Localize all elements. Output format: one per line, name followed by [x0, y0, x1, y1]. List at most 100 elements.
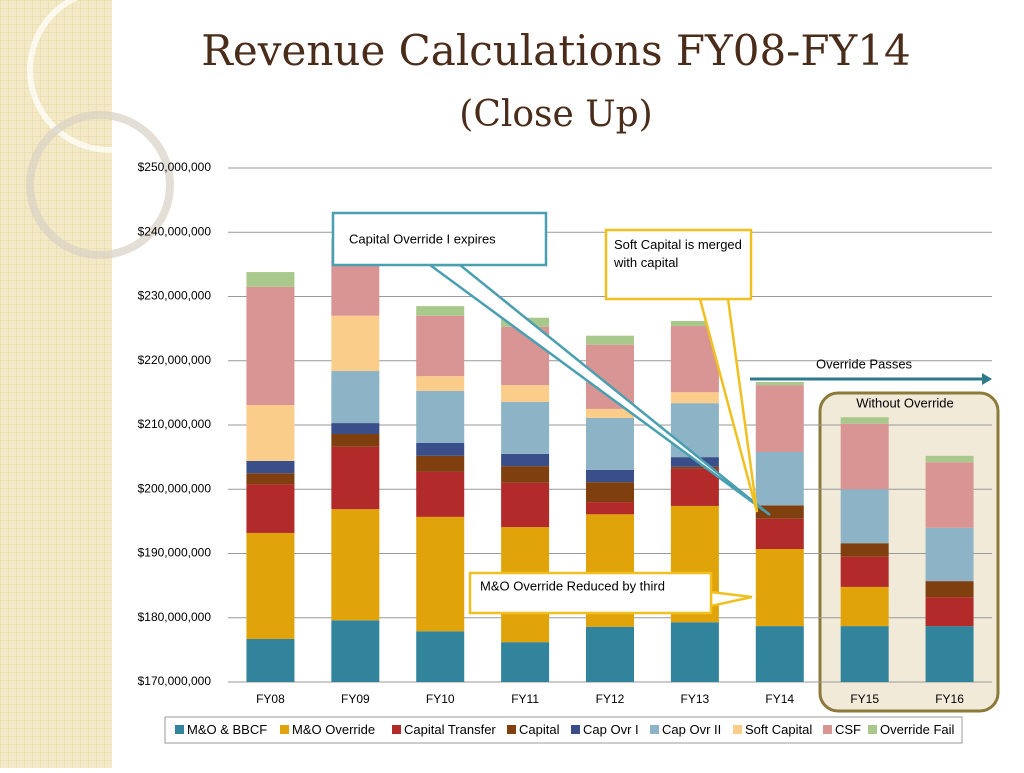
- legend-label: M&O & BBCF: [187, 722, 267, 737]
- bar-segment: [331, 433, 380, 447]
- x-tick-label: FY08: [256, 692, 285, 706]
- legend-swatch: [733, 725, 742, 734]
- legend-swatch: [392, 725, 401, 734]
- bar-segment: [670, 403, 719, 458]
- bar-segment: [755, 549, 804, 627]
- bar-segment: [416, 315, 465, 377]
- arrow-head: [982, 373, 992, 385]
- bar-segment: [840, 626, 889, 682]
- bar-segment: [246, 638, 295, 682]
- x-tick-label: FY09: [341, 692, 370, 706]
- bar-segment: [501, 482, 550, 528]
- bar-segment: [331, 620, 380, 682]
- x-tick-label: FY12: [596, 692, 625, 706]
- y-tick-label: $170,000,000: [138, 674, 212, 688]
- bar-segment: [416, 516, 465, 632]
- bar-segment: [416, 631, 465, 682]
- bar-segment: [670, 622, 719, 682]
- legend-swatch: [507, 725, 516, 734]
- bar-segment: [246, 473, 295, 485]
- bar-segment: [246, 460, 295, 474]
- y-tick-label: $250,000,000: [138, 160, 212, 174]
- legend-swatch: [571, 725, 580, 734]
- bar-segment: [925, 527, 974, 582]
- bar-segment: [246, 272, 295, 287]
- bar-segment: [331, 446, 380, 510]
- chart-subtitle: (Close Up): [459, 94, 652, 135]
- bar-segment: [501, 453, 550, 467]
- legend-label: CSF: [835, 722, 861, 737]
- annotation-wrap: Soft Capital is merged with capital: [614, 237, 742, 270]
- legend-label: Cap Ovr II: [662, 722, 721, 737]
- bar-segment: [755, 381, 804, 386]
- x-tick-label: FY16: [935, 692, 964, 706]
- x-tick-label: FY15: [850, 692, 879, 706]
- bar-segment: [586, 482, 634, 503]
- bar-segment: [501, 401, 550, 454]
- annotation: Capital Override I expires: [349, 231, 496, 246]
- bar-segment: [416, 306, 465, 316]
- y-tick-label: $210,000,000: [138, 417, 212, 431]
- bar-segment: [246, 286, 295, 406]
- bar-segment: [840, 543, 889, 557]
- bar-segment: [586, 469, 634, 483]
- bar-segment: [670, 320, 719, 327]
- annotation: M&O Override Reduced by third: [480, 578, 665, 593]
- annotation: Override Passes: [816, 356, 913, 371]
- legend-label: Cap Ovr I: [583, 722, 639, 737]
- decor-circle: [26, 111, 174, 259]
- bar-segment: [755, 626, 804, 682]
- bar-segment: [416, 376, 465, 391]
- annotation: Soft Capital is merged with capital: [614, 237, 742, 270]
- bar-segment: [670, 392, 719, 404]
- bar-segment: [416, 455, 465, 472]
- bar-segment: [925, 626, 974, 682]
- bar-segment: [925, 462, 974, 528]
- bar-segment: [840, 417, 889, 424]
- legend-label: M&O Override: [292, 722, 375, 737]
- legend-label: Capital Transfer: [404, 722, 496, 737]
- y-tick-label: $190,000,000: [138, 546, 212, 560]
- bar-segment: [670, 468, 719, 506]
- bar-segment: [331, 423, 380, 434]
- y-tick-label: $180,000,000: [138, 610, 212, 624]
- y-tick-label: $200,000,000: [138, 481, 212, 495]
- legend-label: Soft Capital: [745, 722, 812, 737]
- bar-segment: [840, 489, 889, 544]
- bar-segment: [246, 405, 295, 461]
- legend-swatch: [280, 725, 289, 734]
- bar-segment: [331, 371, 380, 424]
- bar-segment: [670, 466, 719, 469]
- y-tick-label: $220,000,000: [138, 353, 212, 367]
- bar-segment: [670, 457, 719, 467]
- bar-segment: [586, 408, 634, 418]
- bar-segment: [586, 335, 634, 345]
- chart-title: Revenue Calculations FY08-FY14: [201, 26, 910, 75]
- bar-segment: [246, 532, 295, 639]
- bar-segment: [331, 315, 380, 372]
- bar-segment: [840, 586, 889, 627]
- bar-segment: [586, 502, 634, 515]
- bar-segment: [840, 556, 889, 587]
- x-tick-label: FY13: [681, 692, 710, 706]
- legend: M&O & BBCF M&O Override Capital Transfer Ca…: [175, 722, 955, 737]
- bar-segment: [755, 518, 804, 550]
- legend-swatch: [823, 725, 832, 734]
- bar-segment: [416, 390, 465, 443]
- legend-swatch: [175, 725, 184, 734]
- bar-segment: [501, 385, 550, 402]
- x-tick-label: FY10: [426, 692, 455, 706]
- y-tick-label: $240,000,000: [138, 224, 212, 238]
- legend-label: Capital: [519, 722, 560, 737]
- x-tick-label: FY14: [765, 692, 794, 706]
- bar-segment: [331, 509, 380, 621]
- bar-segment: [925, 455, 974, 463]
- bar-segment: [416, 442, 465, 456]
- bar-segment: [416, 471, 465, 517]
- bar-segment: [501, 466, 550, 483]
- bar-segment: [925, 597, 974, 627]
- annotation: Without Override: [856, 395, 954, 410]
- bar-segment: [755, 385, 804, 452]
